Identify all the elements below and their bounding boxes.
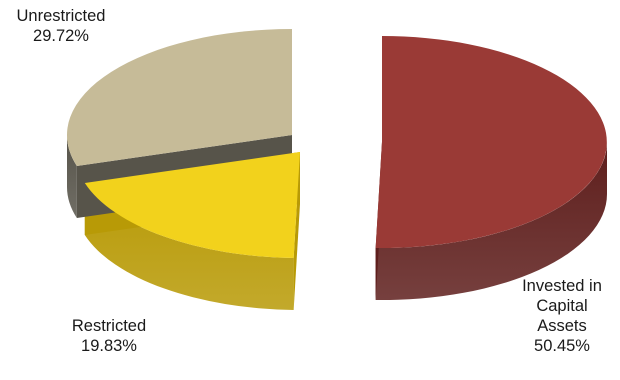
invested-label-line-3: Assets <box>537 317 587 335</box>
slice-side-restricted <box>84 182 294 310</box>
invested-label-value: 50.45% <box>534 337 590 355</box>
slice-top-restricted <box>84 152 300 258</box>
restricted-label: Restricted 19.83% <box>50 316 168 356</box>
restricted-label-name: Restricted <box>71 317 147 335</box>
slice-top-unrestricted <box>66 28 292 166</box>
unrestricted-label-value: 29.72% <box>33 27 89 45</box>
unrestricted-label: Unrestricted 29.72% <box>0 6 122 46</box>
slice-top-invested <box>375 36 607 248</box>
invested-label-line-2: Capital <box>536 297 588 315</box>
invested-label: Invested in Capital Assets 50.45% <box>508 276 616 356</box>
slice-side-invested <box>375 142 607 301</box>
pie-tops <box>66 28 607 258</box>
invested-label-line-1: Invested in <box>522 277 602 295</box>
slice-side-unrestricted <box>67 135 77 218</box>
restricted-label-value: 19.83% <box>81 337 137 355</box>
unrestricted-label-name: Unrestricted <box>16 7 106 25</box>
